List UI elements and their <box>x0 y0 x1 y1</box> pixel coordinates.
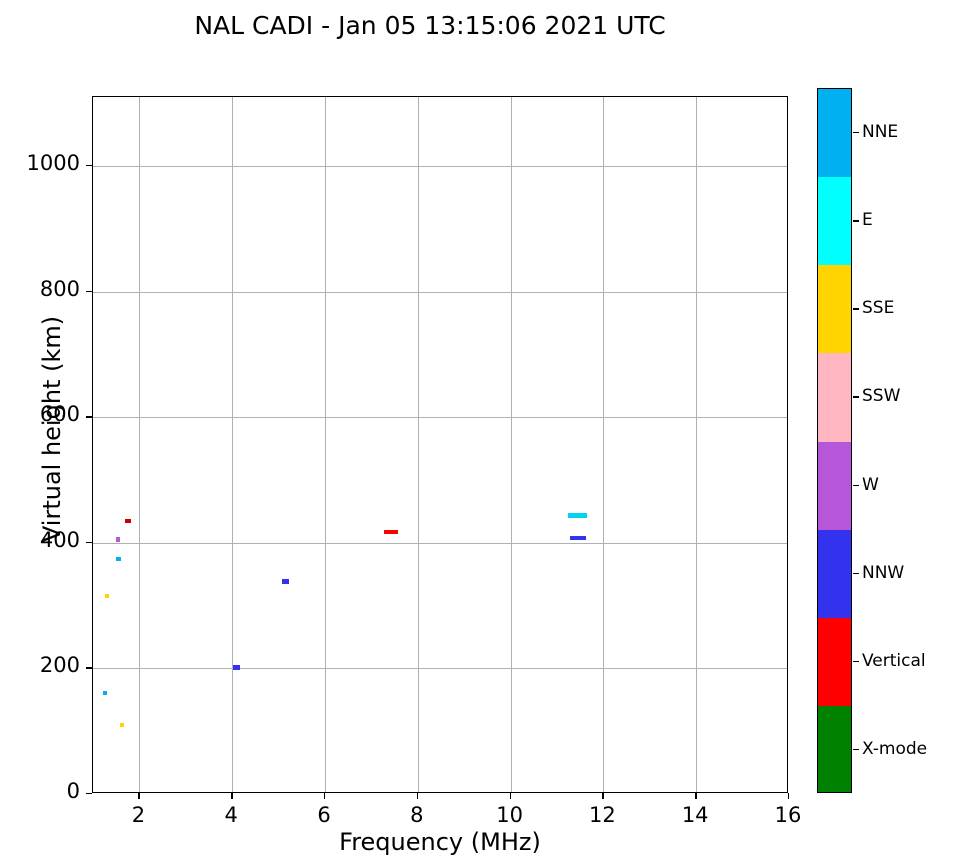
plot-inner <box>93 97 787 792</box>
colorbar-tick <box>853 572 859 575</box>
x-axis-tick <box>695 793 697 799</box>
x-axis-tick <box>231 793 233 799</box>
colorbar-tick <box>853 748 859 751</box>
colorbar-segment-e <box>818 177 851 266</box>
data-point-sse <box>119 722 124 728</box>
gridline-vertical <box>325 97 326 792</box>
y-axis-tick-label: 800 <box>39 276 80 301</box>
gridline-vertical <box>603 97 605 792</box>
data-point-nne <box>116 556 121 561</box>
colorbar-tick <box>853 660 859 663</box>
colorbar-label-vertical: Vertical <box>862 650 926 671</box>
data-point-e <box>567 513 588 518</box>
x-axis-tick <box>138 793 140 799</box>
gridline-vertical <box>510 97 512 792</box>
colorbar <box>817 88 852 793</box>
gridline-horizontal <box>93 166 787 168</box>
y-axis-tick <box>86 416 92 418</box>
data-point-sse <box>105 593 110 599</box>
colorbar-tick <box>853 484 859 486</box>
x-axis-tick-label: 8 <box>410 803 424 827</box>
y-axis-tick-label: 400 <box>39 527 80 552</box>
y-axis-tick <box>86 290 92 293</box>
colorbar-label-ssw: SSW <box>862 386 901 407</box>
gridline-vertical <box>417 97 419 792</box>
data-point-nne <box>102 690 107 696</box>
data-point-nnw <box>281 579 290 584</box>
colorbar-label-nne: NNE <box>862 122 899 143</box>
x-axis-tick <box>509 793 511 799</box>
colorbar-label-sse: SSE <box>862 298 895 319</box>
colorbar-segment-vertical <box>818 617 851 707</box>
data-point-vertical <box>125 518 132 524</box>
colorbar-segment-sse <box>818 265 851 354</box>
gridline-horizontal <box>93 668 787 670</box>
data-point-w <box>115 537 120 542</box>
y-axis-tick <box>86 667 92 669</box>
colorbar-tick <box>853 308 859 310</box>
colorbar-tick <box>853 132 859 134</box>
colorbar-label-e: E <box>862 210 873 231</box>
page-title: NAL CADI - Jan 05 13:15:06 2021 UTC <box>194 11 666 40</box>
x-axis-tick <box>416 793 419 799</box>
gridline-vertical <box>696 97 698 792</box>
gridline-horizontal <box>93 542 787 544</box>
gridline-horizontal <box>93 417 787 419</box>
y-axis-tick <box>86 541 92 544</box>
colorbar-tick <box>853 396 859 398</box>
x-axis-tick-label: 6 <box>317 803 331 827</box>
gridline-vertical <box>232 97 234 792</box>
gridline-horizontal <box>93 291 787 293</box>
x-axis-tick-label: 10 <box>496 803 523 827</box>
y-axis-tick <box>86 165 92 167</box>
x-axis-tick <box>602 793 604 799</box>
data-point-nnw <box>569 535 587 541</box>
data-point-vertical <box>383 529 398 534</box>
colorbar-label-w: W <box>862 474 879 495</box>
y-axis-label: Virtual height (km) <box>38 315 66 543</box>
y-axis-tick-label: 600 <box>39 402 80 427</box>
x-axis-tick-label: 16 <box>774 803 802 827</box>
x-axis-tick-label: 12 <box>589 803 616 827</box>
plot-area <box>92 96 788 793</box>
x-axis-label: Frequency (MHz) <box>339 828 541 856</box>
gridline-vertical <box>139 97 141 792</box>
x-axis-tick <box>788 793 790 799</box>
colorbar-label-nnw: NNW <box>862 562 905 583</box>
colorbar-tick <box>853 220 859 222</box>
y-axis-tick <box>86 793 92 795</box>
y-axis-tick-label: 200 <box>39 653 80 678</box>
y-axis-tick-label: 1000 <box>26 151 80 176</box>
colorbar-segment-x-mode <box>818 705 851 792</box>
colorbar-segment-nne <box>818 89 851 178</box>
colorbar-segment-nnw <box>818 529 851 619</box>
colorbar-segment-w <box>818 441 851 531</box>
y-axis-tick-label: 0 <box>66 779 80 803</box>
x-axis-tick-label: 4 <box>224 803 238 827</box>
colorbar-segment-ssw <box>818 353 851 443</box>
colorbar-label-x-mode: X-mode <box>862 738 928 759</box>
data-point-nnw <box>233 665 241 670</box>
x-axis-tick-label: 2 <box>131 803 146 827</box>
x-axis-tick <box>324 793 326 799</box>
x-axis-tick-label: 14 <box>681 803 709 827</box>
